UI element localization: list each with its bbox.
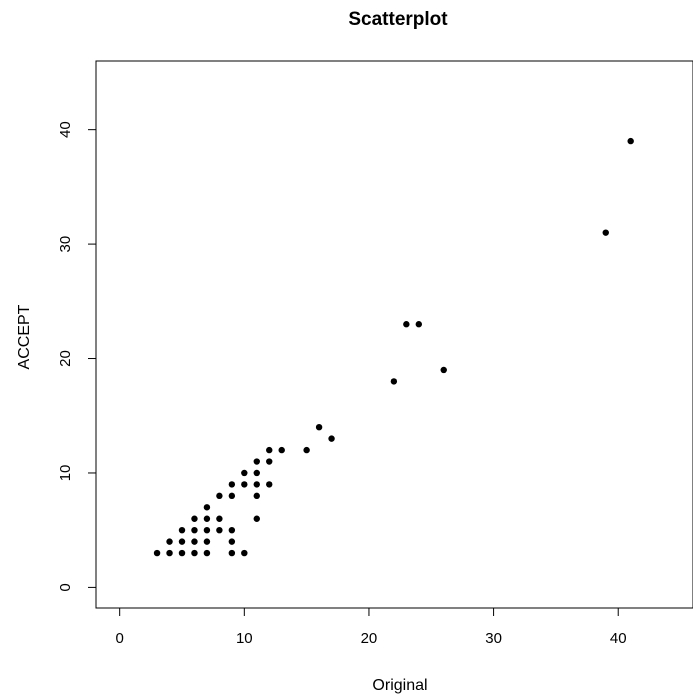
x-tick-label: 10 <box>236 630 253 647</box>
chart-title: Scatterplot <box>348 9 448 30</box>
scatter-point <box>203 538 211 545</box>
scatter-point <box>241 549 248 557</box>
scatter-point <box>191 549 198 557</box>
scatter-point <box>253 492 260 500</box>
scatter-point <box>228 538 236 545</box>
scatter-point <box>440 366 447 374</box>
scatter-point <box>203 549 211 557</box>
scatter-point <box>166 538 173 545</box>
scatter-point <box>228 492 236 500</box>
scatter-point <box>216 492 223 500</box>
scatter-point <box>278 446 285 454</box>
scatter-point <box>390 378 398 385</box>
scatter-point <box>216 526 223 534</box>
y-axis: 0 10 20 30 40 <box>57 121 97 592</box>
x-axis-label: Original <box>372 677 427 694</box>
y-tick-label: 0 <box>57 583 74 591</box>
scatter-point <box>266 446 273 454</box>
scatter-point <box>328 435 335 442</box>
scatter-point <box>191 526 198 534</box>
scatter-point <box>178 538 186 545</box>
y-tick-label: 30 <box>57 236 74 253</box>
scatter-point <box>266 481 273 488</box>
scatter-point <box>153 549 161 557</box>
scatter-point <box>415 321 423 328</box>
scatter-point <box>216 515 223 522</box>
y-tick-label: 20 <box>57 350 74 367</box>
x-tick-label: 30 <box>485 630 502 647</box>
scatter-point <box>178 526 186 534</box>
scatter-point <box>228 549 236 557</box>
scatter-point <box>602 229 609 236</box>
scatter-point <box>266 458 273 465</box>
y-axis-label: ACCEPT <box>16 304 33 369</box>
x-tick-label: 20 <box>361 630 378 647</box>
scatter-point <box>627 137 634 145</box>
scatter-point <box>253 458 260 465</box>
scatter-point <box>253 481 260 488</box>
scatter-point <box>253 469 260 477</box>
scatter-point <box>241 481 248 488</box>
scatter-point <box>203 515 211 522</box>
scatter-point <box>203 504 211 511</box>
scatter-point <box>166 549 173 557</box>
x-tick-label: 0 <box>116 630 124 647</box>
scatter-point <box>241 469 248 477</box>
scatter-point <box>315 423 323 431</box>
scatter-point <box>191 538 198 545</box>
scatter-point <box>228 526 236 534</box>
scatter-point <box>253 515 260 522</box>
scatter-point <box>178 549 186 557</box>
plot-frame <box>95 60 693 609</box>
scatter-point <box>303 446 310 454</box>
x-tick-label: 40 <box>610 630 627 647</box>
data-points <box>153 137 634 557</box>
y-tick-label: 40 <box>57 121 74 138</box>
scatter-point <box>403 321 410 328</box>
y-tick-label: 10 <box>57 465 74 482</box>
scatter-point <box>191 515 198 522</box>
scatter-point <box>203 526 211 534</box>
x-axis: 0 10 20 30 40 <box>116 607 627 647</box>
scatter-point <box>228 481 236 488</box>
